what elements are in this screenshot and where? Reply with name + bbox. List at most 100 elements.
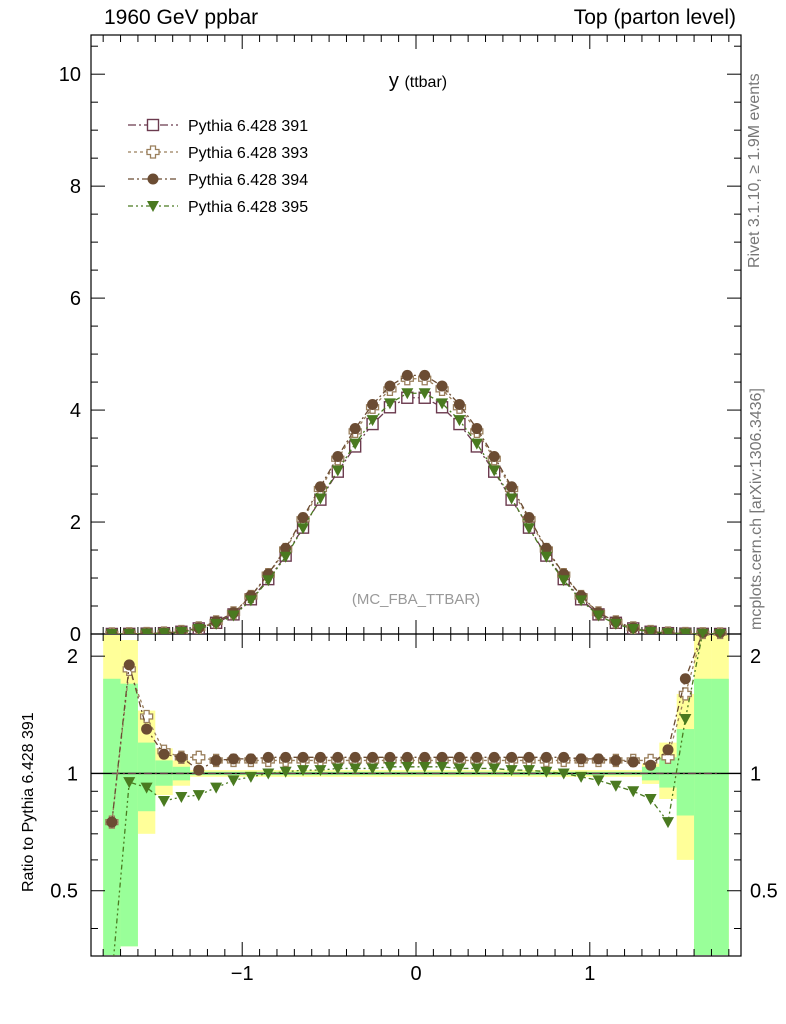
main-y-tick-label: 2 [70,512,81,534]
data-point [470,438,483,450]
data-point [297,523,310,535]
mcplots-url-label: mcplots.cern.ch [arXiv:1306.3436] [748,388,765,630]
data-point [106,972,118,983]
data-point [297,751,309,763]
data-point [349,438,362,450]
data-point [158,748,170,760]
data-point [401,388,414,400]
data-point [609,780,622,792]
data-point [506,751,518,763]
chart-title-sub: (ttbar) [404,74,447,91]
data-point [157,795,170,807]
x-tick-label: 1 [584,963,595,985]
data-point [193,764,205,776]
data-point [419,751,431,763]
data-point [488,465,501,477]
data-point [175,751,187,763]
legend-item-4: Pythia 6.428 395 [128,199,308,216]
data-point [471,751,483,763]
data-point [679,673,691,685]
ratio-band-green [120,683,138,947]
ratio-band-green [676,729,695,816]
ratio-series-4 [106,634,723,983]
main-y-tick-label: 0 [70,624,81,646]
data-point [210,618,223,630]
ratio-series-line [111,634,703,823]
data-point [418,388,431,400]
legend-item-2: Pythia 6.428 393 [128,145,308,162]
data-point [453,751,465,763]
data-point [141,723,153,735]
data-point [470,763,483,775]
data-point [384,751,396,763]
data-point [349,763,362,775]
main-y-tick-label: 4 [70,400,81,422]
data-point [609,618,622,630]
data-point [227,775,240,787]
x-tick-label: −1 [231,963,254,985]
data-point [540,766,553,778]
data-point [662,817,675,829]
data-point [471,423,483,435]
data-point [645,759,657,771]
data-point [558,751,570,763]
data-point [523,512,535,524]
data-point [366,763,379,775]
data-point [488,451,500,463]
legend-item-1: Pythia 6.428 391 [128,118,308,135]
data-point [139,709,154,724]
legend-label: Pythia 6.428 391 [188,118,308,135]
data-point [401,369,413,381]
data-point [331,763,344,775]
data-point [557,575,570,587]
legend-label: Pythia 6.428 393 [188,145,308,162]
data-point [349,751,361,763]
data-point [157,628,170,634]
data-point [575,753,587,765]
ratio-band-green [659,757,677,788]
data-point [453,763,466,775]
data-point [228,753,240,765]
data-point [105,628,118,634]
legend-label: Pythia 6.428 395 [188,199,308,216]
data-point [262,768,275,780]
data-point [279,766,292,778]
data-point [280,542,292,554]
data-point [436,751,448,763]
data-point [678,687,693,701]
ratio-y-axis-label: Ratio to Pythia 6.428 391 [20,712,37,892]
ratio-plot-frame [90,633,742,957]
data-point [279,551,292,563]
data-point [147,173,159,185]
data-point [244,595,257,607]
data-point [540,751,552,763]
data-point [332,451,344,463]
data-point [522,765,535,777]
data-point [192,790,205,802]
data-point [506,481,518,493]
data-point [488,763,501,775]
chart-title: y (ttbar) [389,70,447,92]
data-point [679,628,692,634]
data-point [453,398,465,410]
data-point [123,628,136,634]
ratio-y-tick-label-right: 0.5 [750,881,778,903]
data-point [679,713,692,725]
ratio-y-tick-label: 2 [67,646,78,668]
main-y-tick-label: 8 [70,176,81,198]
rivet-version-label: Rivet 3.1.10, ≥ 1.9M events [746,73,763,268]
data-point [627,623,640,634]
data-point [522,523,535,535]
data-point [401,761,414,773]
data-point [505,765,518,777]
data-point [627,756,639,768]
data-point [367,751,379,763]
main-y-tick-label: 6 [70,288,81,310]
data-point [627,786,640,798]
data-point [592,610,605,622]
data-point [227,610,240,622]
header-right: Top (parton level) [573,6,736,29]
ratio-series-line [113,634,704,956]
data-point [367,398,379,410]
